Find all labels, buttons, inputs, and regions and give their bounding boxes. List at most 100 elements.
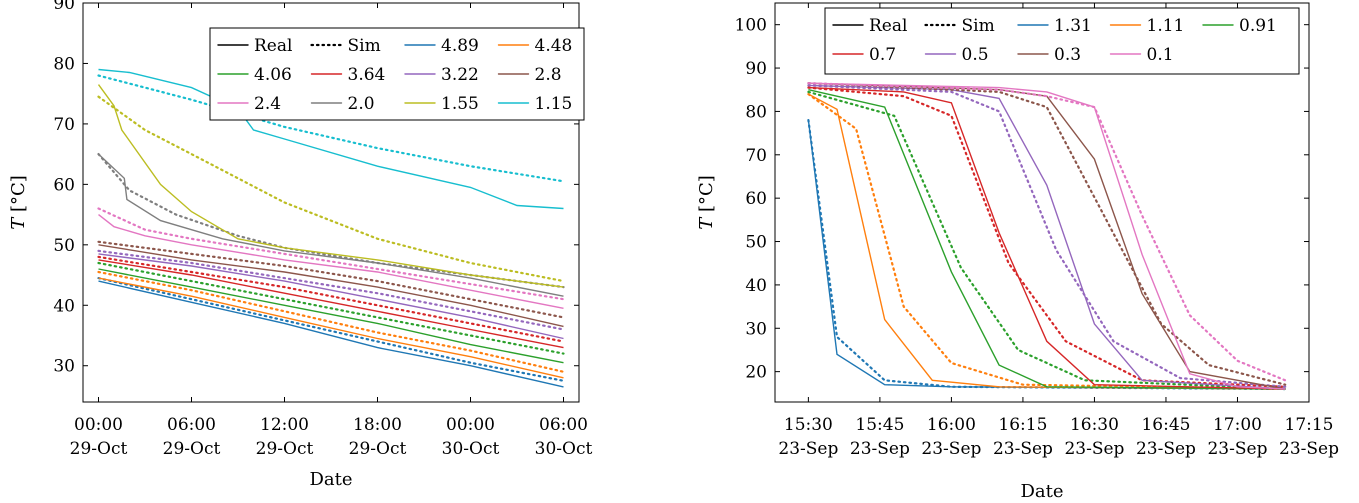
x-tick-label-date: 29-Oct	[256, 439, 314, 459]
legend-label: 4.06	[254, 65, 292, 85]
series-sim-1.55	[97, 95, 565, 283]
series-real-2.4	[98, 214, 564, 309]
y-tick-label: 30	[53, 357, 75, 377]
x-tick-label-time: 17:00	[1213, 415, 1262, 435]
series-real-2.8	[98, 244, 564, 328]
x-tick-label-time: 17:15	[1285, 415, 1334, 435]
x-tick-label-time: 00:00	[446, 415, 495, 435]
legend-label: 1.55	[441, 94, 479, 114]
y-tick-label: 90	[53, 0, 75, 14]
series-sim-2.4	[97, 207, 565, 301]
chart-1: 30 40 50 60 70 80 90 00:00 29-Oct 06:00 29-Oct 12:0…	[8, 0, 592, 490]
series-real-1.15	[98, 68, 564, 210]
y-axis-title: T [°C]	[8, 175, 29, 230]
y-tick-label: 40	[53, 296, 75, 316]
series-sim-0.1	[807, 82, 1287, 382]
series-sim-4.89	[97, 277, 565, 382]
series-sim-0.5	[807, 84, 1287, 388]
y-tick-label: 20	[745, 363, 767, 383]
x-tick-label-date: 23-Sep	[850, 439, 910, 459]
y-tick-label: 80	[745, 102, 767, 122]
series-real-3.64	[98, 259, 564, 349]
series-sim-0.7	[807, 86, 1287, 388]
x-tick-label-date: 29-Oct	[70, 439, 128, 459]
legend: Real Sim 4.89 4.48 4.06 3.64 3.22 2.8 2.4 2.0 1.55…	[209, 27, 585, 121]
x-tick-label-time: 12:00	[260, 415, 309, 435]
y-tick-label: 30	[745, 319, 767, 339]
x-tick-label-time: 15:45	[855, 415, 904, 435]
series-sim-2.8	[97, 240, 565, 319]
x-tick-label-time: 06:00	[539, 415, 588, 435]
series-sim-4.48	[97, 270, 565, 373]
legend-label: 2.4	[254, 94, 281, 114]
legend-label: 3.22	[441, 65, 479, 85]
x-tick-label-time: 00:00	[74, 415, 123, 435]
series-real-4.48	[98, 277, 564, 379]
x-tick-label-time: 15:30	[784, 415, 833, 435]
x-axis-title: Date	[309, 469, 352, 490]
x-tick-label-date: 30-Oct	[535, 439, 593, 459]
x-tick-label-date: 29-Oct	[349, 439, 407, 459]
y-tick-label: 70	[53, 115, 75, 135]
y-tick-label: 90	[745, 59, 767, 79]
series-real-0.3	[808, 82, 1286, 390]
series-sim-4.06	[97, 261, 565, 355]
x-tick-label-time: 16:15	[998, 415, 1047, 435]
series-real-4.06	[98, 268, 564, 364]
series-sim-0.91	[807, 90, 1287, 391]
legend-label: 0.91	[1239, 16, 1277, 36]
series-sim-1.31	[807, 118, 1287, 391]
series-real-1.11	[808, 93, 1286, 390]
x-tick-label-date: 23-Sep	[921, 439, 981, 459]
x-axis-title: Date	[1020, 481, 1063, 502]
legend-label: 1.31	[1054, 16, 1092, 36]
legend-label: Sim	[962, 16, 995, 36]
x-tick-label-date: 23-Sep	[1279, 439, 1339, 459]
x-tick-label-date: 30-Oct	[442, 439, 500, 459]
legend-label: 0.1	[1147, 45, 1174, 65]
x-tick-label-date: 29-Oct	[163, 439, 221, 459]
x-tick-label-time: 16:45	[1141, 415, 1190, 435]
y-tick-label: 60	[53, 175, 75, 195]
series-real-1.31	[807, 120, 1286, 390]
series-real-0.91	[808, 89, 1286, 390]
x-tick-label-date: 23-Sep	[1064, 439, 1124, 459]
legend-label: Sim	[348, 36, 381, 56]
series-real-3.22	[98, 253, 564, 340]
x-tick-label-date: 23-Sep	[778, 439, 838, 459]
series-real-4.89	[98, 280, 564, 388]
y-tick-label: 50	[745, 233, 767, 253]
plot-frame	[774, 2, 1310, 403]
legend-label: 0.7	[869, 45, 896, 65]
series-real-1.55	[97, 84, 564, 288]
y-tick-label: 40	[745, 276, 767, 296]
legend-label: Real	[869, 16, 907, 36]
legend-label: 1.15	[535, 94, 573, 114]
legend: Real Sim 1.31 1.11 0.91 0.7 0.5 0.3 0.1	[824, 7, 1300, 75]
series-real-0.1	[808, 82, 1286, 390]
series-sim-1.11	[807, 92, 1287, 391]
series-real-0.7	[808, 86, 1286, 390]
x-tick-label-time: 06:00	[167, 415, 216, 435]
legend-label: 2.0	[348, 94, 375, 114]
series-sim-3.22	[97, 249, 565, 331]
x-tick-label-date: 23-Sep	[993, 439, 1053, 459]
x-tick-label-date: 23-Sep	[1136, 439, 1196, 459]
legend-label: 1.11	[1147, 16, 1185, 36]
y-tick-label: 60	[745, 189, 767, 209]
plot-frame	[82, 2, 580, 403]
chart-2: 20 30 40 50 60 70 80 90 100 15:30 23-Sep 15:45 23-Se…	[696, 2, 1339, 502]
y-axis-title: T [°C]	[696, 175, 717, 230]
series-sim-0.3	[807, 82, 1287, 386]
y-tick-label: 70	[745, 146, 767, 166]
legend-label: 2.8	[535, 65, 562, 85]
x-tick-label-time: 16:30	[1070, 415, 1119, 435]
x-tick-label-time: 16:00	[927, 415, 976, 435]
x-tick-label-date: 23-Sep	[1207, 439, 1267, 459]
legend-label: Real	[254, 36, 292, 56]
x-tick-label-time: 18:00	[353, 415, 402, 435]
y-tick-label: 80	[53, 54, 75, 74]
legend-label: 0.5	[962, 45, 989, 65]
series-sim-3.64	[97, 255, 565, 343]
